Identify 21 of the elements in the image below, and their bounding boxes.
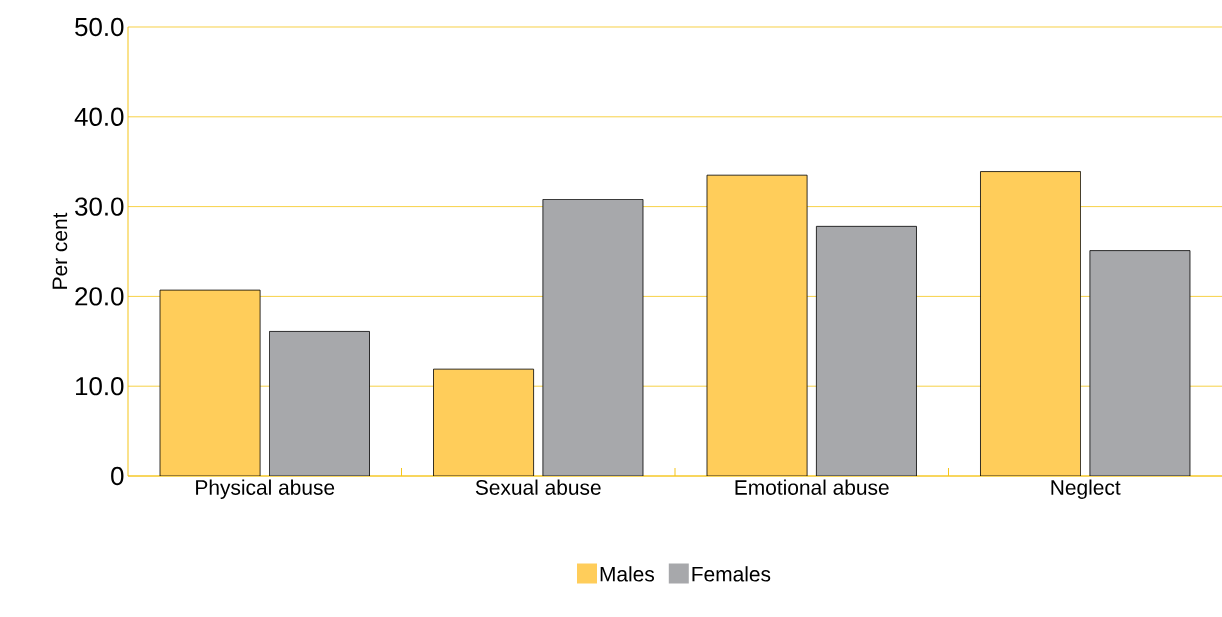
y-tick-label: 20.0: [75, 287, 124, 306]
bar: [160, 290, 261, 476]
bar: [816, 225, 917, 476]
legend-label: Males: [600, 566, 655, 582]
x-tick-label: Emotional abuse: [735, 479, 889, 495]
x-tick-label: Sexual abuse: [475, 479, 601, 495]
y-tick-label: 50.0: [75, 17, 124, 37]
x-tick-label: Neglect: [1051, 479, 1121, 500]
x-tick-label: Physical abuse: [196, 479, 335, 500]
bar: [542, 199, 644, 476]
bar: [980, 171, 1081, 476]
y-tick-label: 0: [111, 466, 124, 486]
bar: [1089, 250, 1191, 476]
bar: [706, 174, 808, 476]
bar: [269, 331, 370, 476]
bar: [433, 368, 534, 476]
y-tick-label: 40.0: [74, 107, 124, 126]
y-axis-title: Per cent: [52, 212, 68, 289]
y-tick-label: 30.0: [75, 197, 124, 216]
legend-label: Females: [692, 566, 771, 582]
y-tick-label: 10.0: [76, 377, 124, 396]
